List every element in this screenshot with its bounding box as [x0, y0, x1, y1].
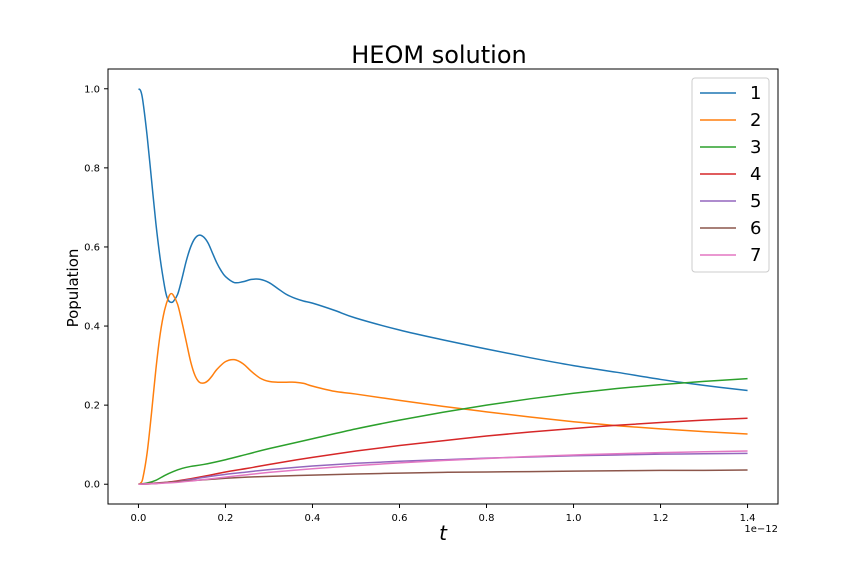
legend-item-5: 5 — [700, 191, 761, 212]
y-tick-label: 0.2 — [84, 401, 100, 412]
x-tick-label: 0.4 — [305, 513, 321, 524]
x-tick-label: 1.2 — [653, 513, 669, 524]
x-tick-label: 1.0 — [566, 513, 582, 524]
legend-item-6: 6 — [700, 218, 761, 239]
legend-label: 7 — [750, 245, 761, 266]
legend-item-2: 2 — [700, 110, 761, 131]
series-layer — [137, 88, 748, 485]
y-tick-label: 1.0 — [84, 84, 100, 95]
series-line-3 — [138, 377, 748, 485]
chart-title: HEOM solution — [351, 41, 526, 69]
axes-frame — [107, 68, 779, 505]
legend-label: 2 — [750, 110, 761, 131]
y-tick-label: 0.8 — [84, 163, 100, 174]
legend-item-3: 3 — [700, 137, 761, 158]
x-axis-ticks: 0.0 0.2 0.4 0.6 0.8 1.0 1.2 1.4 — [131, 504, 756, 524]
x-tick-label: 0.2 — [218, 513, 234, 524]
y-axis-ticks: 0.0 0.2 0.4 0.6 0.8 1.0 — [84, 84, 108, 491]
x-tick-label: 1.4 — [740, 513, 756, 524]
legend-label: 3 — [750, 137, 761, 158]
x-axis-offset-label: 1e−12 — [744, 524, 778, 535]
legend-label: 1 — [750, 83, 761, 104]
legend-item-7: 7 — [700, 245, 761, 266]
series-line-1 — [137, 88, 748, 392]
x-axis-label: t — [439, 521, 448, 545]
y-tick-label: 0.6 — [84, 242, 100, 253]
series-line-2 — [138, 292, 748, 485]
legend-frame — [691, 77, 770, 273]
y-axis-label: Population — [64, 249, 82, 328]
legend-label: 6 — [750, 218, 761, 239]
legend: 1 2 3 4 5 6 7 — [691, 77, 770, 273]
x-tick-label: 0.6 — [392, 513, 408, 524]
legend-label: 4 — [750, 164, 761, 185]
series-line-4 — [138, 417, 748, 485]
x-tick-label: 0.8 — [479, 513, 495, 524]
x-tick-label: 0.0 — [131, 513, 147, 524]
series-line-7 — [138, 450, 748, 485]
y-tick-label: 0.0 — [84, 480, 100, 491]
legend-item-1: 1 — [700, 83, 761, 104]
series-line-5 — [138, 452, 748, 485]
legend-items: 1 2 3 4 5 6 7 — [700, 83, 761, 266]
y-tick-label: 0.4 — [84, 322, 100, 333]
legend-label: 5 — [750, 191, 761, 212]
plot-area — [107, 68, 779, 505]
legend-item-4: 4 — [700, 164, 761, 185]
